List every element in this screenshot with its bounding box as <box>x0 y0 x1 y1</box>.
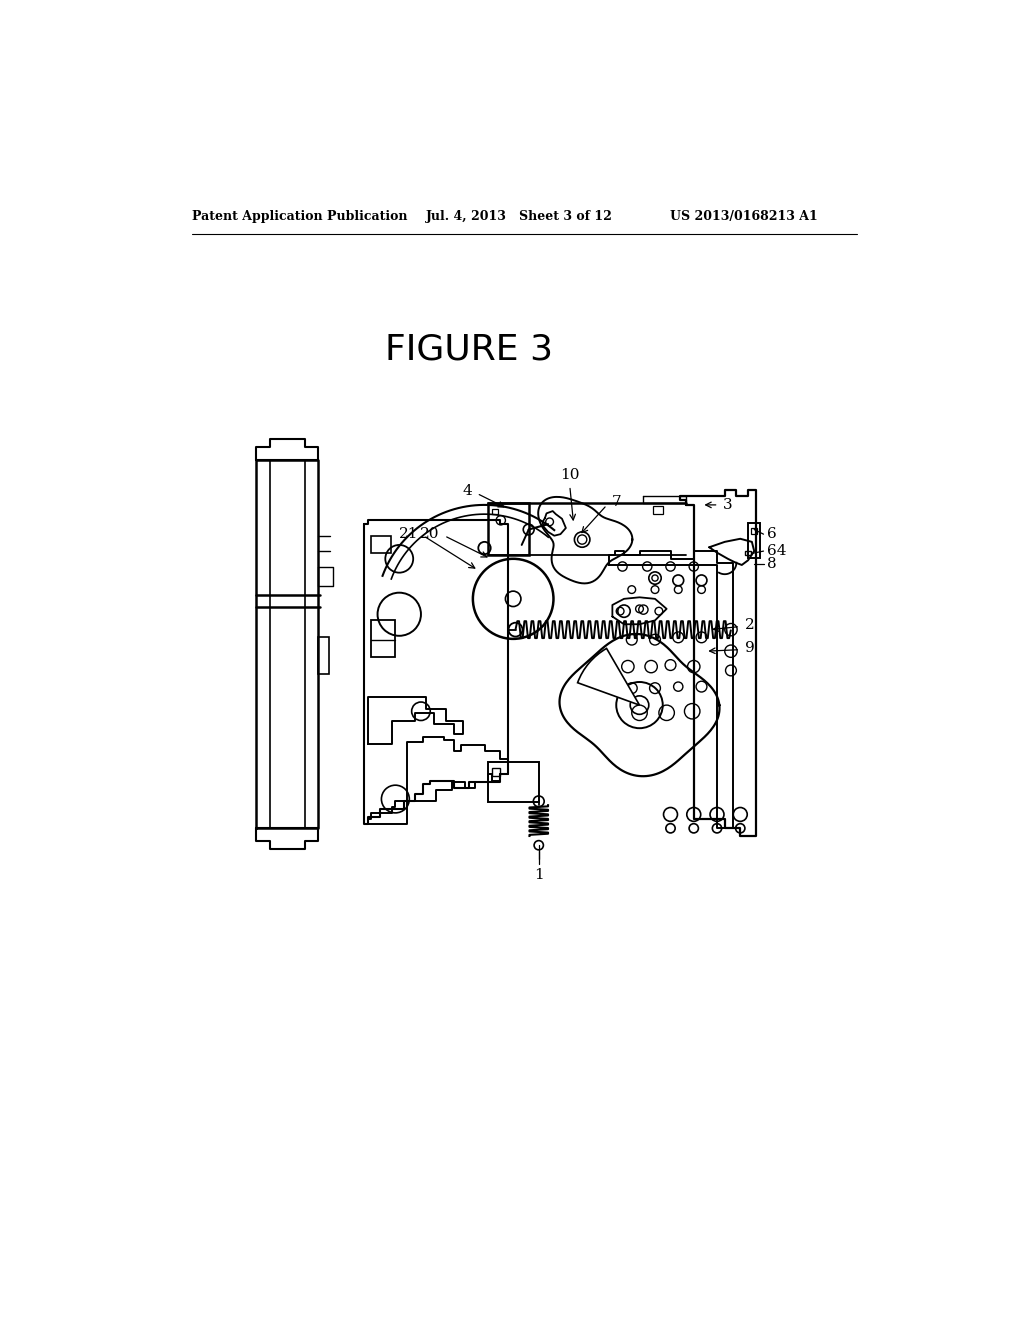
Bar <box>488 503 528 554</box>
Text: 8: 8 <box>767 557 776 572</box>
Bar <box>493 768 500 776</box>
Text: 7: 7 <box>611 495 622 508</box>
Text: 10: 10 <box>560 467 580 482</box>
Text: Jul. 4, 2013   Sheet 3 of 12: Jul. 4, 2013 Sheet 3 of 12 <box>426 210 613 223</box>
Bar <box>493 508 498 513</box>
Bar <box>751 528 758 535</box>
Text: 2: 2 <box>744 618 755 632</box>
Text: 3: 3 <box>723 498 733 512</box>
Bar <box>653 507 663 515</box>
Text: 64: 64 <box>767 544 786 558</box>
Text: US 2013/0168213 A1: US 2013/0168213 A1 <box>671 210 818 223</box>
Text: FIGURE 3: FIGURE 3 <box>385 333 553 367</box>
Bar <box>744 552 751 554</box>
Text: 9: 9 <box>744 642 755 655</box>
Text: 21: 21 <box>399 527 419 541</box>
Bar <box>748 524 761 558</box>
Text: Patent Application Publication: Patent Application Publication <box>193 210 408 223</box>
Bar <box>317 638 329 675</box>
Bar <box>371 620 395 657</box>
Bar <box>488 762 539 803</box>
Text: 20: 20 <box>420 527 439 541</box>
Text: 1: 1 <box>534 869 544 882</box>
Text: 6: 6 <box>767 527 776 541</box>
Wedge shape <box>578 648 640 705</box>
Bar <box>371 536 391 553</box>
Text: 4: 4 <box>463 484 472 498</box>
